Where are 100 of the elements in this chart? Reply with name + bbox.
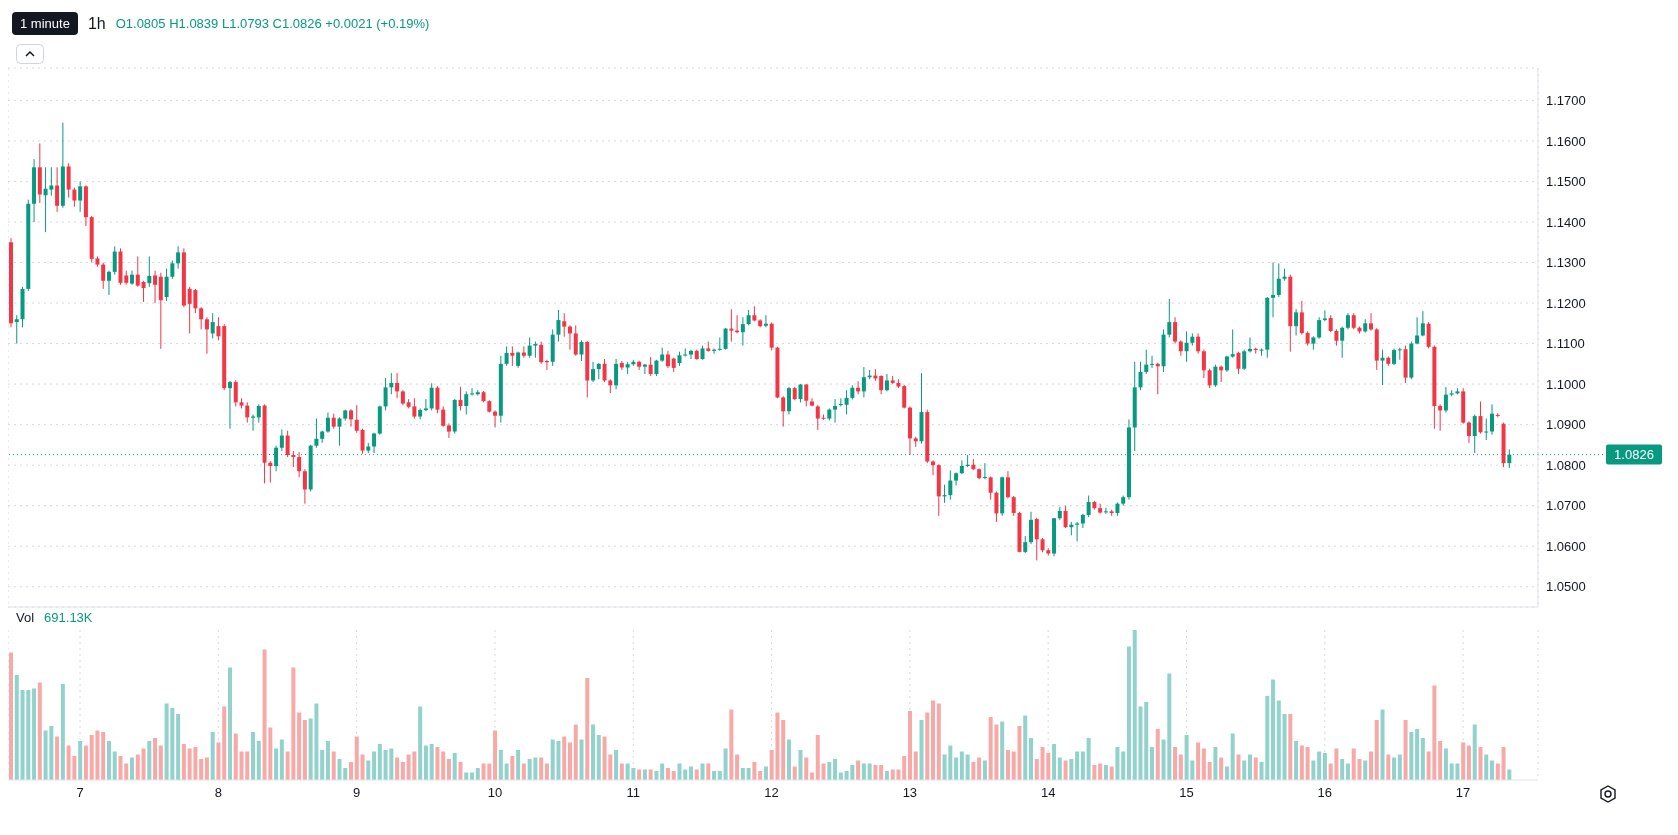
candlestick — [66, 162, 71, 199]
bar — [735, 754, 740, 780]
x-tick-label: 7 — [76, 785, 84, 801]
candlestick — [648, 356, 653, 377]
bar — [32, 688, 37, 780]
chart-title: 1h — [87, 14, 106, 33]
bar — [106, 741, 111, 780]
bar — [395, 757, 400, 780]
bar — [274, 748, 279, 780]
bar — [1282, 714, 1287, 780]
bar — [1173, 747, 1178, 780]
bar — [1420, 738, 1425, 780]
bar — [971, 762, 976, 780]
candlestick — [763, 314, 768, 328]
candlestick — [233, 379, 238, 407]
bar — [83, 745, 88, 780]
candlestick — [740, 316, 745, 347]
bar — [153, 738, 158, 780]
candlestick — [1276, 262, 1281, 298]
bar — [907, 711, 912, 780]
candlestick — [55, 166, 60, 213]
x-tick-label: 9 — [353, 785, 361, 801]
bar — [337, 759, 342, 780]
bar — [723, 748, 728, 780]
bar — [14, 675, 19, 780]
bar — [1230, 733, 1235, 780]
x-tick-label: 8 — [214, 785, 222, 801]
bar — [1466, 745, 1471, 780]
candlestick — [1397, 347, 1402, 361]
bar — [827, 762, 832, 780]
bar — [400, 762, 405, 780]
bar — [706, 763, 711, 780]
bar — [210, 732, 215, 780]
x-tick-label: 16 — [1317, 785, 1333, 801]
candlestick — [729, 308, 734, 343]
bar — [1294, 741, 1299, 780]
bar — [1098, 763, 1103, 780]
bar — [913, 751, 918, 780]
candlestick — [147, 255, 152, 288]
bar — [879, 765, 884, 780]
bar — [158, 745, 163, 780]
x-tick-label: 14 — [1040, 785, 1056, 801]
bar — [1063, 760, 1068, 780]
bar — [343, 768, 348, 780]
bar — [562, 736, 567, 780]
candlestick — [325, 411, 330, 434]
candlestick — [1167, 298, 1172, 338]
candlestick — [1213, 364, 1218, 388]
candlestick — [579, 339, 584, 362]
bar — [665, 768, 670, 780]
candlestick — [689, 349, 693, 360]
bar — [130, 757, 135, 780]
candlestick — [948, 469, 953, 501]
bar — [1103, 765, 1108, 780]
bar — [919, 720, 924, 780]
bar — [227, 667, 232, 780]
candlestick — [446, 422, 451, 439]
candlestick — [1271, 262, 1276, 318]
bar — [441, 751, 446, 780]
candlestick — [268, 460, 273, 484]
bar — [539, 757, 544, 780]
bar — [320, 750, 325, 780]
bar — [1115, 747, 1120, 780]
candlestick — [72, 187, 77, 208]
bar — [1472, 724, 1477, 780]
candlestick — [1490, 403, 1495, 436]
ref-line-label: 1.0826 — [1614, 446, 1654, 462]
bar — [498, 750, 503, 780]
bar — [585, 678, 590, 780]
bar — [101, 732, 106, 780]
bar — [37, 682, 42, 780]
bar — [1415, 729, 1420, 780]
candlestick — [769, 322, 774, 351]
bar — [9, 652, 13, 780]
bar — [204, 757, 209, 780]
bar — [446, 759, 451, 780]
candlestick — [1294, 308, 1299, 336]
candlestick — [861, 366, 866, 398]
candlestick — [539, 341, 544, 365]
bar — [1150, 747, 1155, 780]
bar — [1484, 754, 1489, 780]
candlestick — [1207, 368, 1212, 389]
candlestick — [204, 316, 209, 355]
bar — [1057, 757, 1062, 780]
candlestick — [153, 270, 158, 304]
candlestick — [141, 280, 146, 303]
candlestick — [1317, 316, 1322, 340]
candlestick — [1173, 316, 1178, 345]
candlestick — [1103, 507, 1108, 515]
candlestick — [994, 491, 999, 523]
candlestick — [464, 390, 469, 415]
candlestick — [429, 382, 434, 411]
bar — [372, 751, 377, 780]
bar — [700, 763, 705, 780]
y-tick-label: 1.0500 — [1546, 579, 1586, 595]
candlestick — [383, 377, 388, 411]
candlestick — [1138, 361, 1143, 391]
bar — [516, 750, 521, 780]
candlestick — [423, 398, 428, 412]
bar — [1213, 747, 1218, 780]
